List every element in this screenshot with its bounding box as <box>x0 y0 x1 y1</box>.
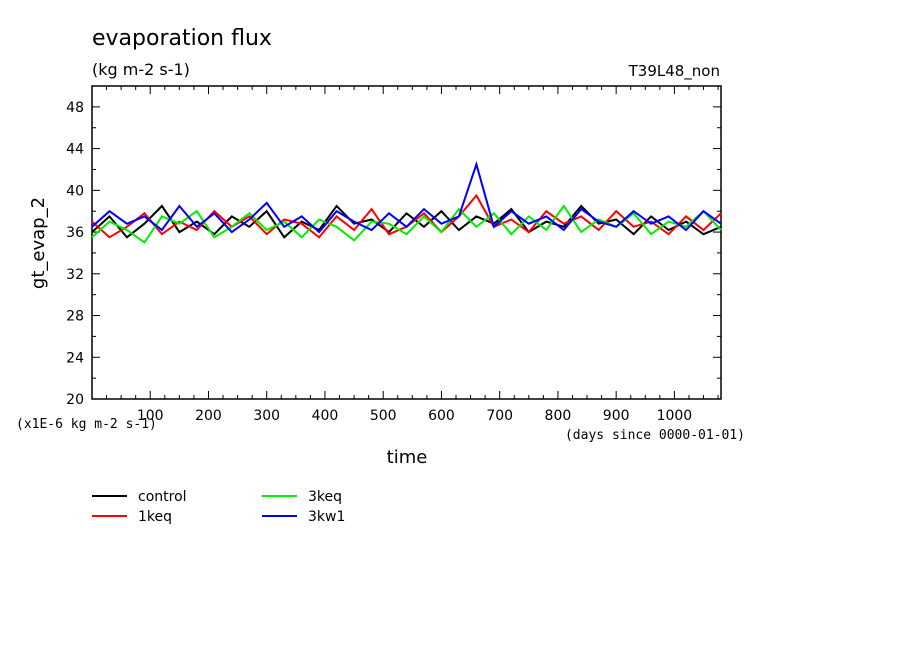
x-tick-label: 800 <box>545 408 572 424</box>
y-tick-label: 36 <box>66 225 84 241</box>
x-unit-note: (days since 0000-01-01) <box>565 428 745 443</box>
legend-label-control: control <box>138 489 187 505</box>
chart-title: evaporation flux <box>92 26 272 51</box>
y-tick-label: 24 <box>66 350 84 366</box>
y-tick-label: 28 <box>66 309 84 325</box>
y-axis-label: gt_evap_2 <box>28 197 49 289</box>
legend-label-3keq: 3keq <box>308 489 342 505</box>
series-line-3kw1 <box>91 160 722 234</box>
x-tick-label: 400 <box>312 408 339 424</box>
x-tick-label: 1000 <box>657 408 693 424</box>
x-tick-label: 500 <box>370 408 397 424</box>
plot-frame <box>91 85 722 400</box>
y-tick-label: 20 <box>66 392 84 408</box>
y-tick-label: 44 <box>66 142 84 158</box>
chart-units: (kg m-2 s-1) <box>92 60 190 79</box>
y-tick-label: 40 <box>66 183 84 199</box>
legend: control 1keq 3keq 3kw1 <box>92 489 345 525</box>
y-multiplier-note: (x1E-6 kg m-2 s-1) <box>16 417 157 432</box>
x-tick-label: 700 <box>486 408 513 424</box>
x-tick-label: 900 <box>603 408 630 424</box>
x-tick-label: 100 <box>137 408 164 424</box>
y-axis-ticks: 20 24 28 32 36 40 44 48 <box>66 85 721 408</box>
x-axis-label: time <box>387 447 428 468</box>
legend-label-3kw1: 3kw1 <box>308 509 345 525</box>
x-tick-label: 600 <box>428 408 455 424</box>
legend-label-1keq: 1keq <box>138 509 172 525</box>
y-tick-label: 48 <box>66 100 84 116</box>
run-label: T39L48_non <box>628 62 720 81</box>
series-line-control <box>91 204 722 239</box>
x-axis-ticks: 100 200 300 400 500 600 700 800 900 1000 <box>106 86 719 424</box>
series-layer <box>91 160 722 244</box>
x-tick-label: 300 <box>253 408 280 424</box>
x-tick-label: 200 <box>195 408 222 424</box>
y-tick-label: 32 <box>66 267 84 283</box>
